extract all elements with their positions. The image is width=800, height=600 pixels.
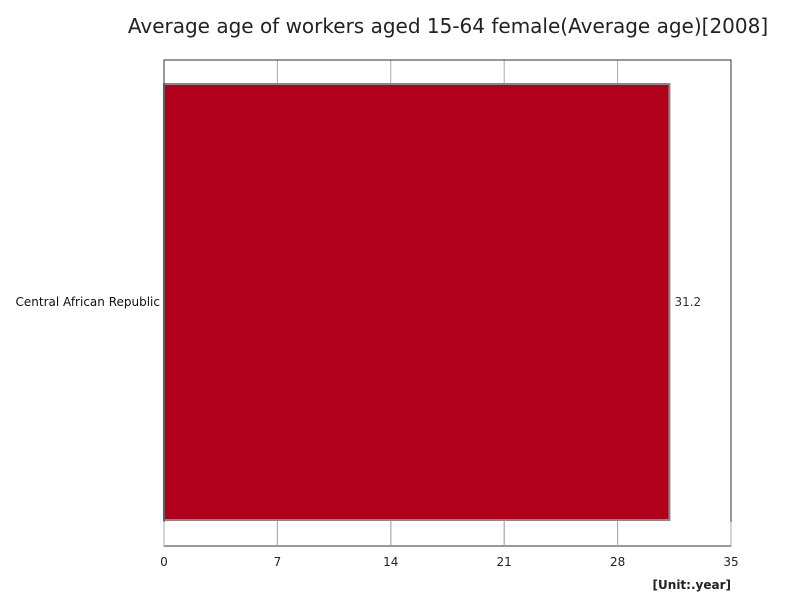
value-labels: 31.2	[674, 295, 701, 309]
tick-label-0: 0	[160, 555, 168, 569]
tick-label-5: 35	[723, 555, 738, 569]
tick-label-4: 28	[610, 555, 625, 569]
plot-frame	[163, 59, 732, 547]
category-label-0: Central African Republic	[16, 295, 160, 309]
tick-label-3: 21	[497, 555, 512, 569]
bars	[163, 83, 671, 521]
chart-title: Average age of workers aged 15-64 female…	[128, 14, 768, 38]
value-label-0: 31.2	[674, 295, 701, 309]
tick-label-1: 7	[274, 555, 282, 569]
x-axis-ticks	[163, 522, 732, 546]
unit-label: [Unit:.year]	[653, 578, 731, 592]
x-axis-tick-labels: 0 7 14 21 28 35	[160, 555, 738, 569]
category-labels: Central African Republic	[16, 295, 160, 309]
tick-label-2: 14	[383, 555, 398, 569]
bar-0	[163, 83, 671, 521]
